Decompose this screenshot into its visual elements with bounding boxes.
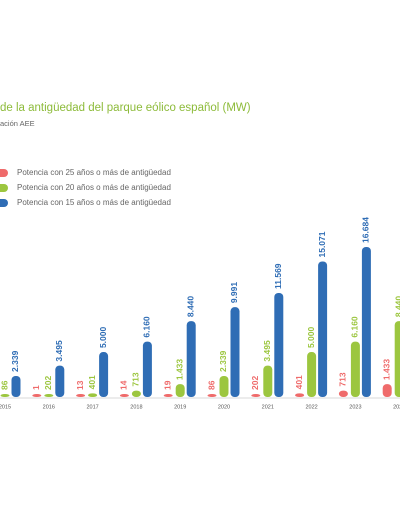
x-tick-label: 2024 [393,404,400,410]
bar [11,375,21,397]
bar [307,352,317,397]
bar [394,321,400,397]
bar [338,390,348,397]
x-tick-label: 2018 [130,404,142,410]
value-label: 1 [31,385,41,390]
bar [274,292,284,397]
value-label: 2.339 [218,350,228,372]
bar [251,394,261,397]
value-label: 6.160 [350,316,360,338]
value-label: 9.991 [229,282,239,304]
bar [119,394,129,397]
chart-title: de la antigüedad del parque eólico españ… [0,102,251,114]
bar [142,341,152,397]
legend-label: Potencia con 20 años o más de antigüedad [17,183,171,192]
value-label: 8.440 [393,296,400,318]
bar [0,394,10,397]
bar [175,384,185,397]
bar [350,341,360,397]
value-label: 713 [131,372,141,386]
bar [263,365,273,397]
legend-label: Potencia con 15 años o más de antigüedad [17,198,171,207]
bar [55,365,65,397]
value-label: 401 [87,375,97,389]
value-label: 19 [162,380,172,390]
bar [99,352,109,397]
legend-swatch [0,184,8,192]
value-label: 8.440 [185,296,195,318]
bar [361,247,371,397]
value-label: 5.000 [306,327,316,349]
bar [76,394,86,397]
value-label: 202 [43,376,53,390]
value-label: 15.071 [317,231,327,257]
bar [88,393,98,397]
chart-subtitle: ación AEE [0,119,35,128]
x-tick-label: 2023 [349,404,361,410]
bar [44,394,54,397]
x-tick-label: 2017 [86,404,98,410]
value-label: 13 [75,380,85,390]
bar [207,394,217,397]
value-label: 3.495 [54,340,64,362]
x-tick-label: 2020 [218,404,230,410]
value-label: 5.000 [98,327,108,349]
x-tick-label: 2019 [174,404,186,410]
x-tick-label: 2022 [305,404,317,410]
value-label: 86 [0,380,9,390]
value-label: 86 [206,380,216,390]
legend-swatch [0,199,8,207]
bar [131,390,141,397]
bar [32,394,42,397]
x-tick-label: 2015 [0,404,11,410]
bar [186,321,196,397]
value-label: 16.684 [361,217,371,243]
bar [230,307,240,397]
bar [382,384,392,397]
bar [163,394,173,397]
legend-swatch [0,169,8,177]
legend-label: Potencia con 25 años o más de antigüedad [17,168,171,177]
value-label: 202 [250,376,260,390]
x-tick-label: 2016 [43,404,55,410]
x-tick-label: 2021 [262,404,274,410]
value-label: 6.160 [142,316,152,338]
value-label: 401 [294,375,304,389]
bar [219,375,229,397]
value-label: 1.433 [381,359,391,381]
bar [295,393,305,397]
value-label: 713 [338,372,348,386]
value-label: 11.569 [273,263,283,289]
bar [318,261,328,397]
value-label: 1.433 [174,359,184,381]
value-label: 3.495 [262,340,272,362]
value-label: 2.339 [10,350,20,372]
value-label: 14 [119,380,129,390]
